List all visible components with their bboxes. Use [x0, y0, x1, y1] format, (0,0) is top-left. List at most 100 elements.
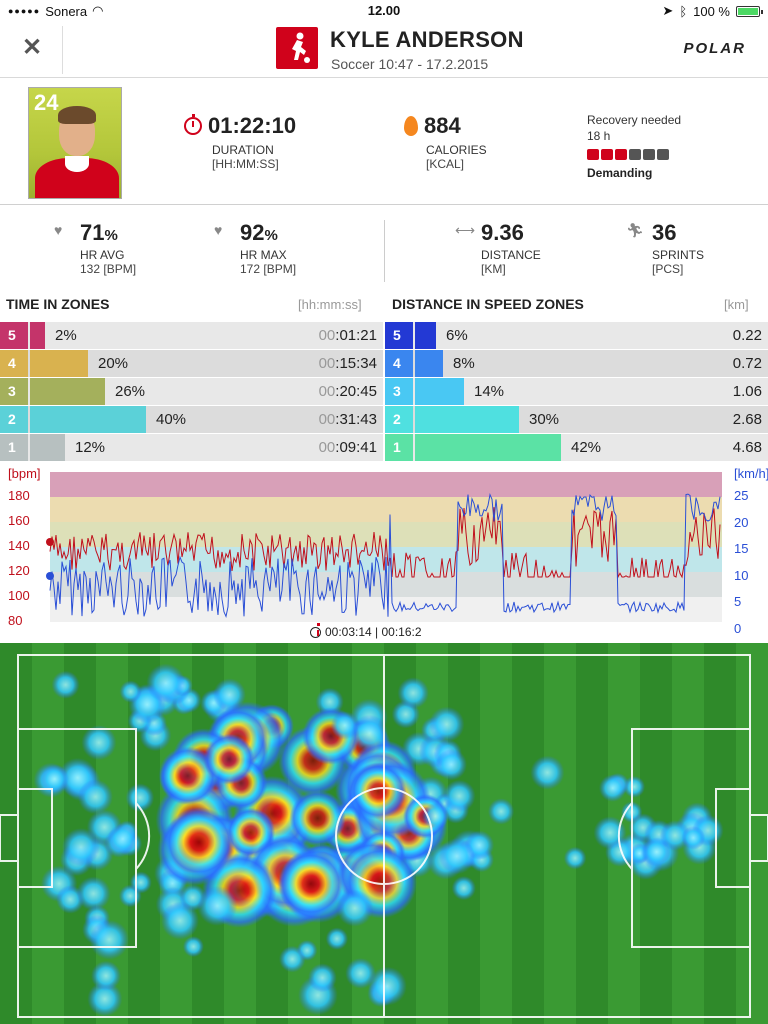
hr-avg-unit: 132 [BPM]: [80, 262, 137, 276]
zone-row: 3 26% 00:20:45: [0, 378, 383, 406]
left-axis-tick: 180: [8, 488, 30, 503]
heat-spot: [428, 706, 465, 743]
heat-spot: [107, 823, 138, 854]
calories-value: 884: [424, 113, 461, 138]
zone-number: 4: [0, 350, 28, 377]
hr-avg-value: 71: [80, 220, 105, 245]
zone-row: 1 42% 4.68: [385, 434, 768, 462]
time-in-zones-title: TIME IN ZONES: [6, 296, 110, 312]
header-divider: [62, 26, 63, 74]
player-photo: 24: [28, 87, 122, 199]
zone-distance: 2.68: [732, 411, 762, 428]
left-axis-tick: 80: [8, 613, 23, 628]
close-button[interactable]: ✕: [21, 34, 43, 61]
zone-row: 5 2% 00:01:21: [0, 322, 383, 350]
sprints-unit: [PCS]: [652, 262, 684, 276]
location-icon: ➤: [662, 3, 674, 18]
player-number: 24: [34, 90, 59, 115]
hr-zone-band: [50, 472, 722, 497]
header: ✕ KYLE ANDERSON Soccer 10:47 - 17.2.2015…: [0, 22, 768, 78]
zone-distance: 1.06: [732, 383, 762, 400]
hr-zone-band: [50, 572, 722, 597]
carrier-label: Sonera: [45, 3, 88, 19]
stats-row: ♥ 71% HR AVG 132 [BPM] ♥ 92% HR MAX 172 …: [0, 206, 768, 290]
hr-zone-band: [50, 497, 722, 522]
soccer-icon: [276, 27, 318, 69]
stopwatch-icon: [184, 114, 202, 135]
speed-zones-title: DISTANCE IN SPEED ZONES: [392, 296, 584, 312]
zone-percent: 42%: [571, 439, 602, 456]
recovery-label: Recovery needed: [587, 113, 682, 127]
zone-row: 2 40% 00:31:43: [0, 406, 383, 434]
zone-time: 00:09:41: [318, 439, 377, 456]
zone-bar: [30, 378, 105, 405]
zone-percent: 2%: [55, 327, 77, 344]
zone-bar: [415, 378, 464, 405]
zone-number: 5: [0, 322, 28, 349]
status-bar: ●●●●● Sonera ◠ 12.00 ➤ ᛒ 100 %: [0, 0, 768, 22]
heat-spot: [76, 876, 111, 911]
zone-bar: [415, 322, 436, 349]
zone-time: 00:31:43: [318, 411, 377, 428]
right-axis-tick: 0: [734, 620, 742, 636]
zone-bar: [415, 350, 443, 377]
zone-bar: [30, 350, 88, 377]
hr-marker[interactable]: [46, 538, 54, 546]
heat-spot: [81, 725, 117, 761]
zone-row: 4 8% 0.72: [385, 350, 768, 378]
timer-icon: [310, 622, 321, 638]
hr-avg-label: HR AVG: [80, 248, 125, 262]
heat-spot: [203, 733, 255, 785]
heat-spot: [125, 783, 155, 812]
battery-percent: 100 %: [693, 3, 730, 19]
right-axis-unit: [km/h]: [734, 466, 768, 481]
graph-traces: [46, 493, 721, 619]
zone-number: 5: [385, 322, 413, 349]
duration-value: 01:22:10: [208, 113, 297, 138]
right-axis-tick: 15: [734, 541, 749, 556]
heat-spot: [336, 889, 374, 927]
heat-spot: [51, 670, 80, 699]
recovery-level-segment: [601, 149, 613, 160]
zone-bar: [30, 322, 45, 349]
heat-spot: [397, 677, 429, 709]
distance-unit: [KM]: [481, 262, 506, 276]
zone-row: 1 12% 00:09:41: [0, 434, 383, 462]
distance-icon: ⟷: [455, 222, 476, 238]
polar-logo: POLAR: [683, 40, 746, 57]
signal-icon: ●●●●●: [8, 6, 41, 16]
zone-percent: 40%: [156, 411, 187, 428]
zone-number: 4: [385, 350, 413, 377]
right-axis-tick: 5: [734, 594, 742, 609]
heat-spot: [435, 748, 467, 781]
duration-metric: 01:22:10 DURATION [HH:MM:SS]: [184, 113, 296, 171]
heat-spot: [681, 825, 706, 850]
zone-number: 1: [385, 434, 413, 461]
speed-trace: [49, 493, 721, 619]
right-axis-tick: 25: [734, 488, 749, 503]
recovery-level-bars: [587, 149, 681, 160]
flame-icon: [404, 116, 418, 136]
hr-max-value: 92: [240, 220, 265, 245]
clock: 12.00: [367, 3, 401, 18]
heat-spot: [308, 963, 337, 993]
heat-spot: [330, 711, 360, 740]
zone-bar: [30, 434, 65, 461]
speed-marker[interactable]: [46, 572, 54, 580]
time-in-zones-unit: [hh:mm:ss]: [298, 297, 362, 312]
duration-label: DURATION: [212, 143, 274, 157]
heat-spot: [422, 802, 449, 830]
zone-row: 4 20% 00:15:34: [0, 350, 383, 378]
right-axis-tick: 10: [734, 567, 749, 583]
zone-time: 00:15:34: [318, 355, 377, 372]
sprints-metric: 🏃︎ 36 SPRINTS [PCS]: [626, 220, 704, 276]
heat-spot: [345, 958, 376, 989]
hr-max-pct: %: [264, 227, 278, 244]
heat-spot: [443, 779, 476, 813]
heart-avg-icon: ♥: [54, 222, 63, 238]
hr-avg-metric: ♥ 71% HR AVG 132 [BPM]: [54, 220, 137, 276]
hr-zone-band: [50, 597, 722, 622]
heat-spot: [87, 981, 123, 1017]
heat-spot: [599, 774, 627, 802]
hr-avg-pct: %: [104, 227, 118, 244]
